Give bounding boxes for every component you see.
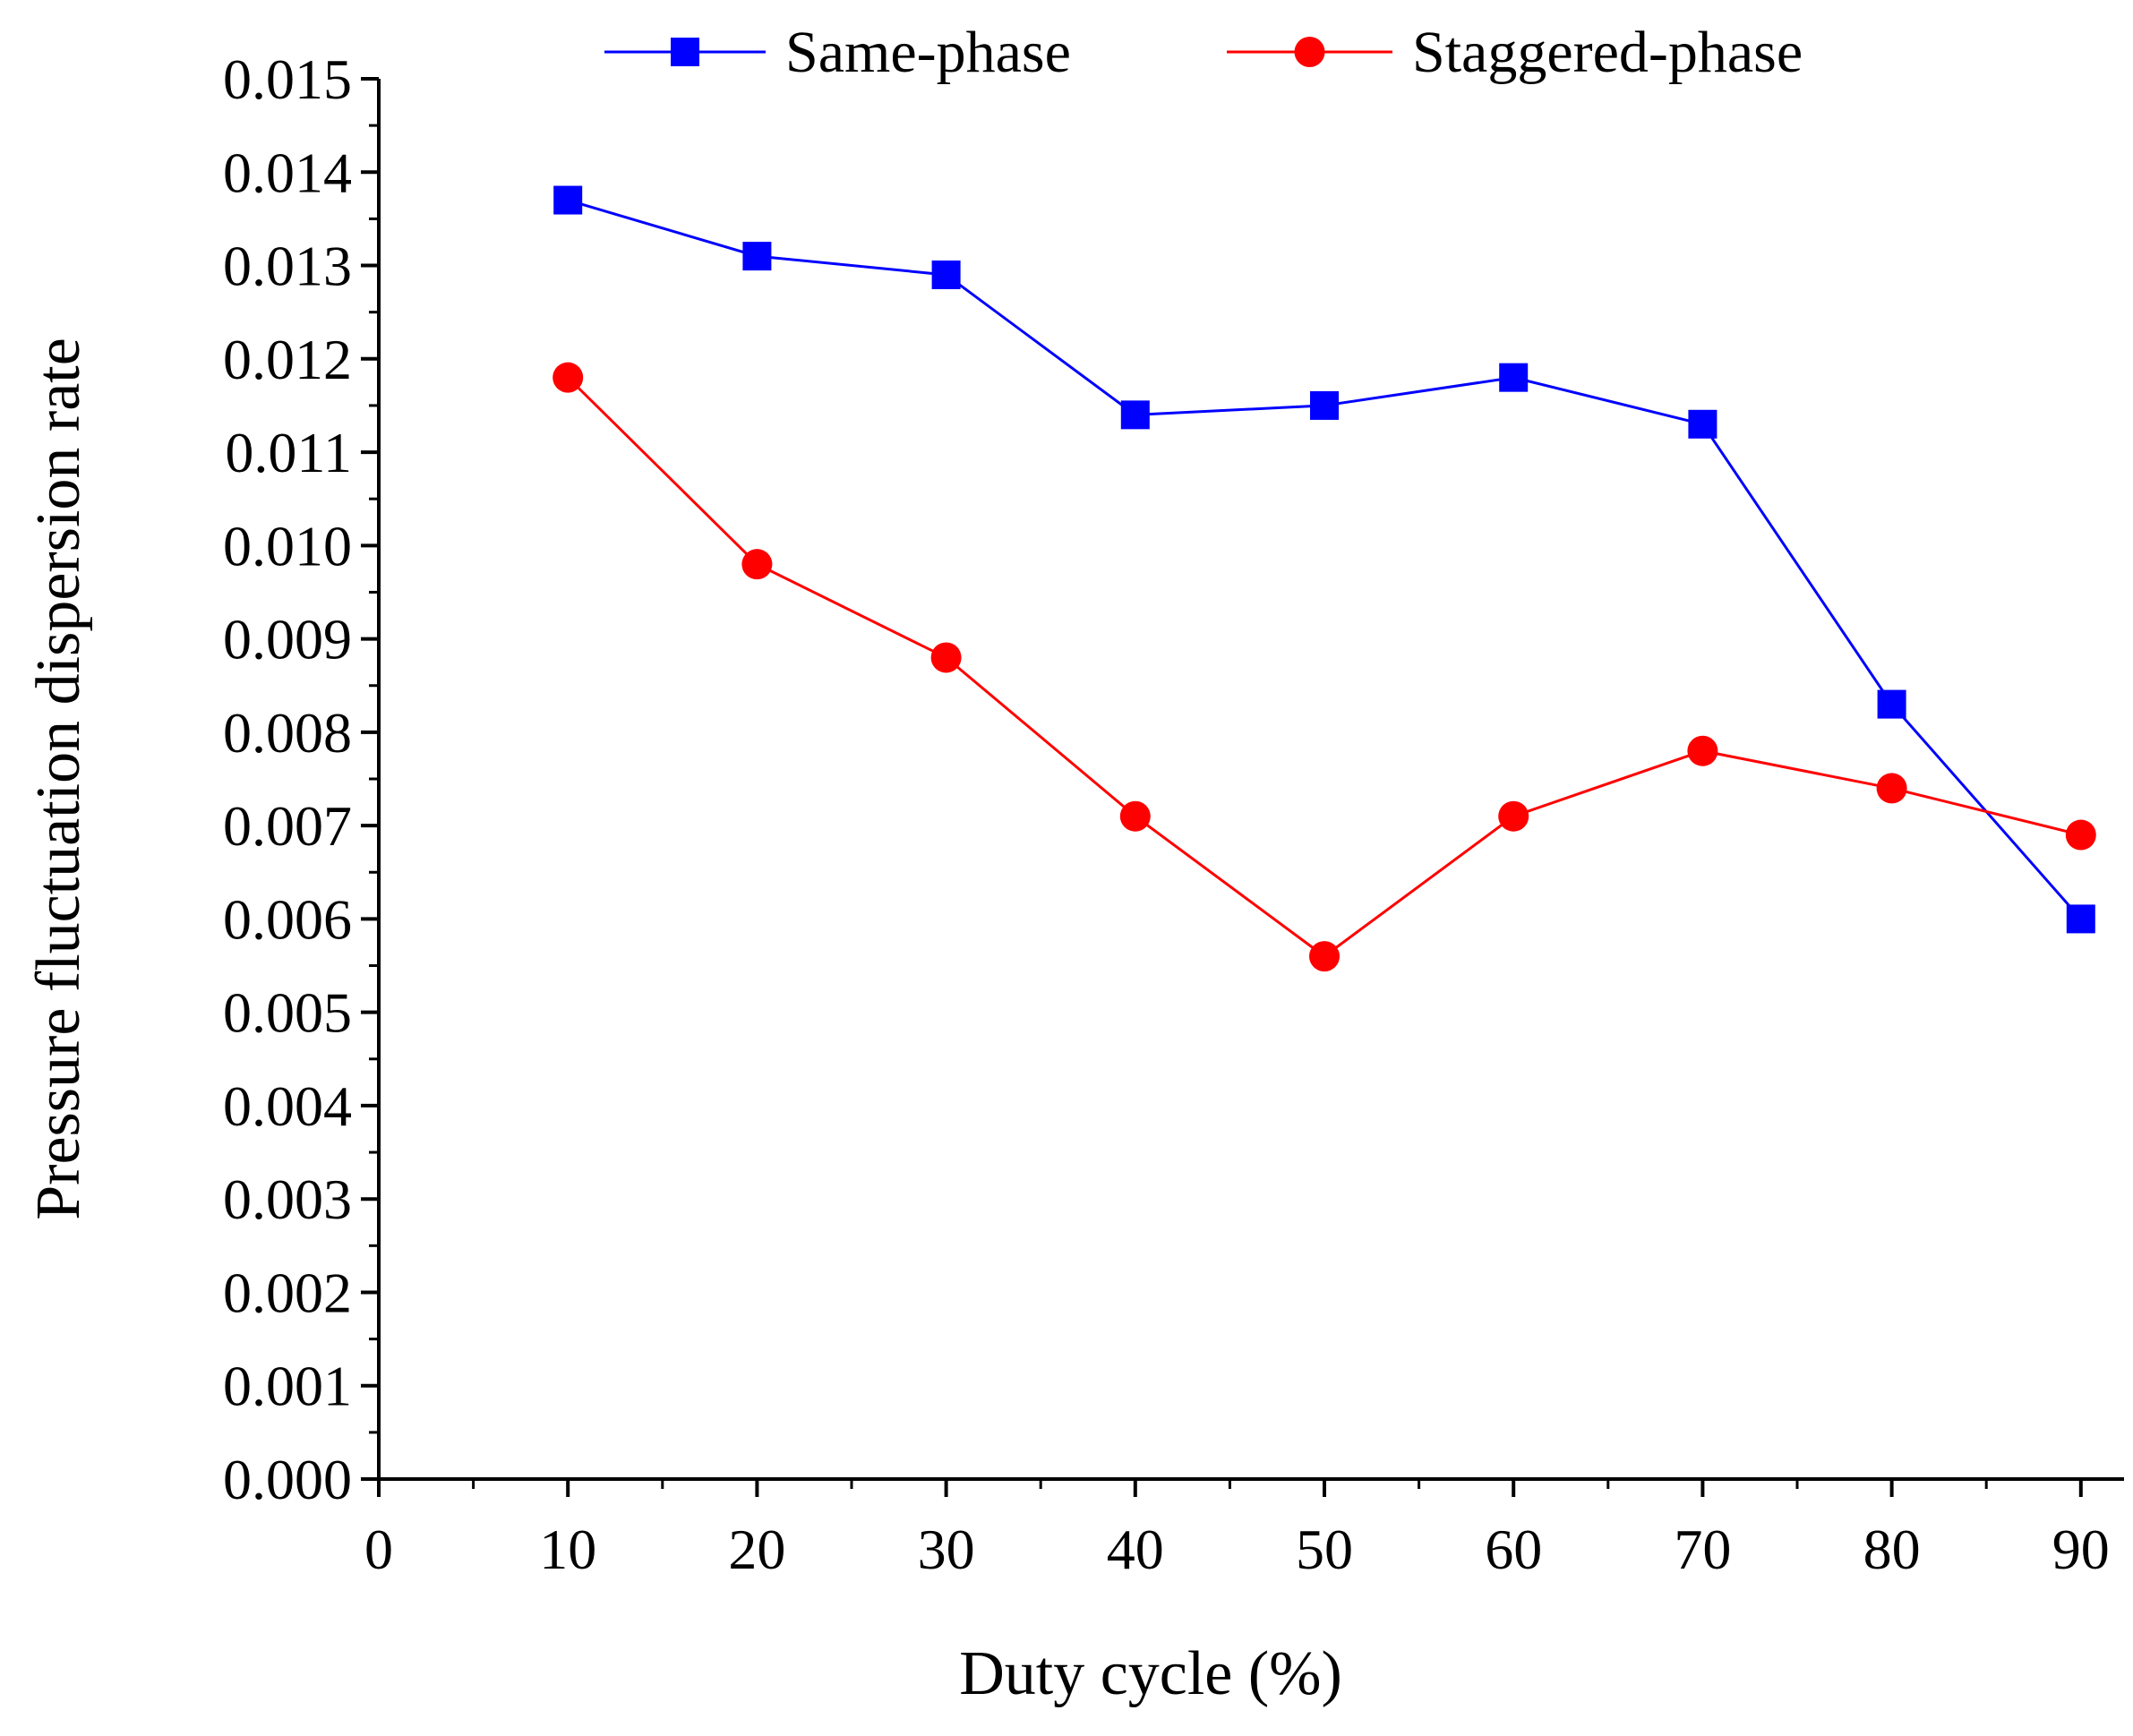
y-tick-label: 0.014 xyxy=(223,141,352,204)
y-tick-label: 0.015 xyxy=(223,47,352,111)
x-tick-label: 60 xyxy=(1485,1518,1542,1581)
legend-marker-same-phase xyxy=(671,38,699,66)
x-tick-label: 40 xyxy=(1107,1518,1164,1581)
y-tick-label: 0.007 xyxy=(223,794,352,858)
y-tick-label: 0.012 xyxy=(223,328,352,391)
data-point-same-phase xyxy=(1688,409,1718,439)
series-staggered-phase xyxy=(553,362,2096,972)
data-point-staggered-phase xyxy=(1119,800,1151,832)
y-tick-label: 0.013 xyxy=(223,235,352,298)
legend-item-staggered-phase: Staggered-phase xyxy=(1227,20,1803,85)
y-axis-title: Pressure fluctuation dispersion rate xyxy=(24,338,93,1220)
data-point-staggered-phase xyxy=(553,362,584,393)
y-tick-label: 0.005 xyxy=(223,981,352,1045)
series-line-same-phase xyxy=(567,199,2082,920)
y-tick-label: 0.006 xyxy=(223,887,352,951)
y-tick-label: 0.003 xyxy=(223,1167,352,1231)
data-point-same-phase xyxy=(1310,390,1339,420)
data-point-staggered-phase xyxy=(1876,773,1907,804)
x-tick-label: 30 xyxy=(918,1518,975,1581)
legend: Same-phase Staggered-phase xyxy=(604,20,1803,85)
data-point-staggered-phase xyxy=(930,642,962,673)
data-point-staggered-phase xyxy=(1498,800,1529,832)
legend-label-staggered-phase: Staggered-phase xyxy=(1412,20,1803,85)
y-tick-label: 0.004 xyxy=(223,1074,352,1138)
y-tick-label: 0.001 xyxy=(223,1355,352,1418)
data-point-staggered-phase xyxy=(1309,941,1340,972)
data-point-staggered-phase xyxy=(2065,819,2096,851)
data-point-same-phase xyxy=(553,185,583,215)
axes xyxy=(377,79,2124,1481)
data-point-staggered-phase xyxy=(1687,735,1718,766)
x-axis-title: Duty cycle (%) xyxy=(959,1639,1342,1708)
y-tick-label: 0.002 xyxy=(223,1261,352,1324)
y-tick-label: 0.000 xyxy=(223,1448,352,1511)
data-point-same-phase xyxy=(1499,363,1529,392)
data-point-staggered-phase xyxy=(741,549,773,580)
series-layer xyxy=(553,185,2096,972)
legend-marker-staggered-phase xyxy=(1294,37,1325,67)
data-point-same-phase xyxy=(2066,904,2095,934)
y-axis-ticks: 0.000 0.001 0.002 0.003 0.004 0.005 0.006 0.007… xyxy=(223,47,379,1511)
x-tick-label: 90 xyxy=(2052,1518,2110,1581)
x-tick-label: 50 xyxy=(1296,1518,1353,1581)
x-tick-label: 80 xyxy=(1863,1518,1921,1581)
x-tick-label: 20 xyxy=(728,1518,785,1581)
y-tick-label: 0.011 xyxy=(225,421,352,484)
y-tick-label: 0.008 xyxy=(223,701,352,765)
y-tick-label: 0.010 xyxy=(223,514,352,577)
data-point-same-phase xyxy=(742,242,772,271)
data-point-same-phase xyxy=(1120,400,1150,430)
data-point-same-phase xyxy=(931,260,961,289)
x-axis-ticks: 0 10 20 30 40 50 60 70 80 90 xyxy=(364,1479,2110,1581)
legend-label-same-phase: Same-phase xyxy=(785,20,1071,85)
x-tick-label: 70 xyxy=(1674,1518,1731,1581)
series-same-phase xyxy=(553,185,2095,934)
data-point-same-phase xyxy=(1877,689,1906,719)
x-tick-label: 0 xyxy=(364,1518,393,1581)
x-tick-label: 10 xyxy=(539,1518,596,1581)
y-tick-label: 0.009 xyxy=(223,608,352,671)
legend-item-same-phase: Same-phase xyxy=(604,20,1071,85)
series-line-staggered-phase xyxy=(567,376,2082,958)
